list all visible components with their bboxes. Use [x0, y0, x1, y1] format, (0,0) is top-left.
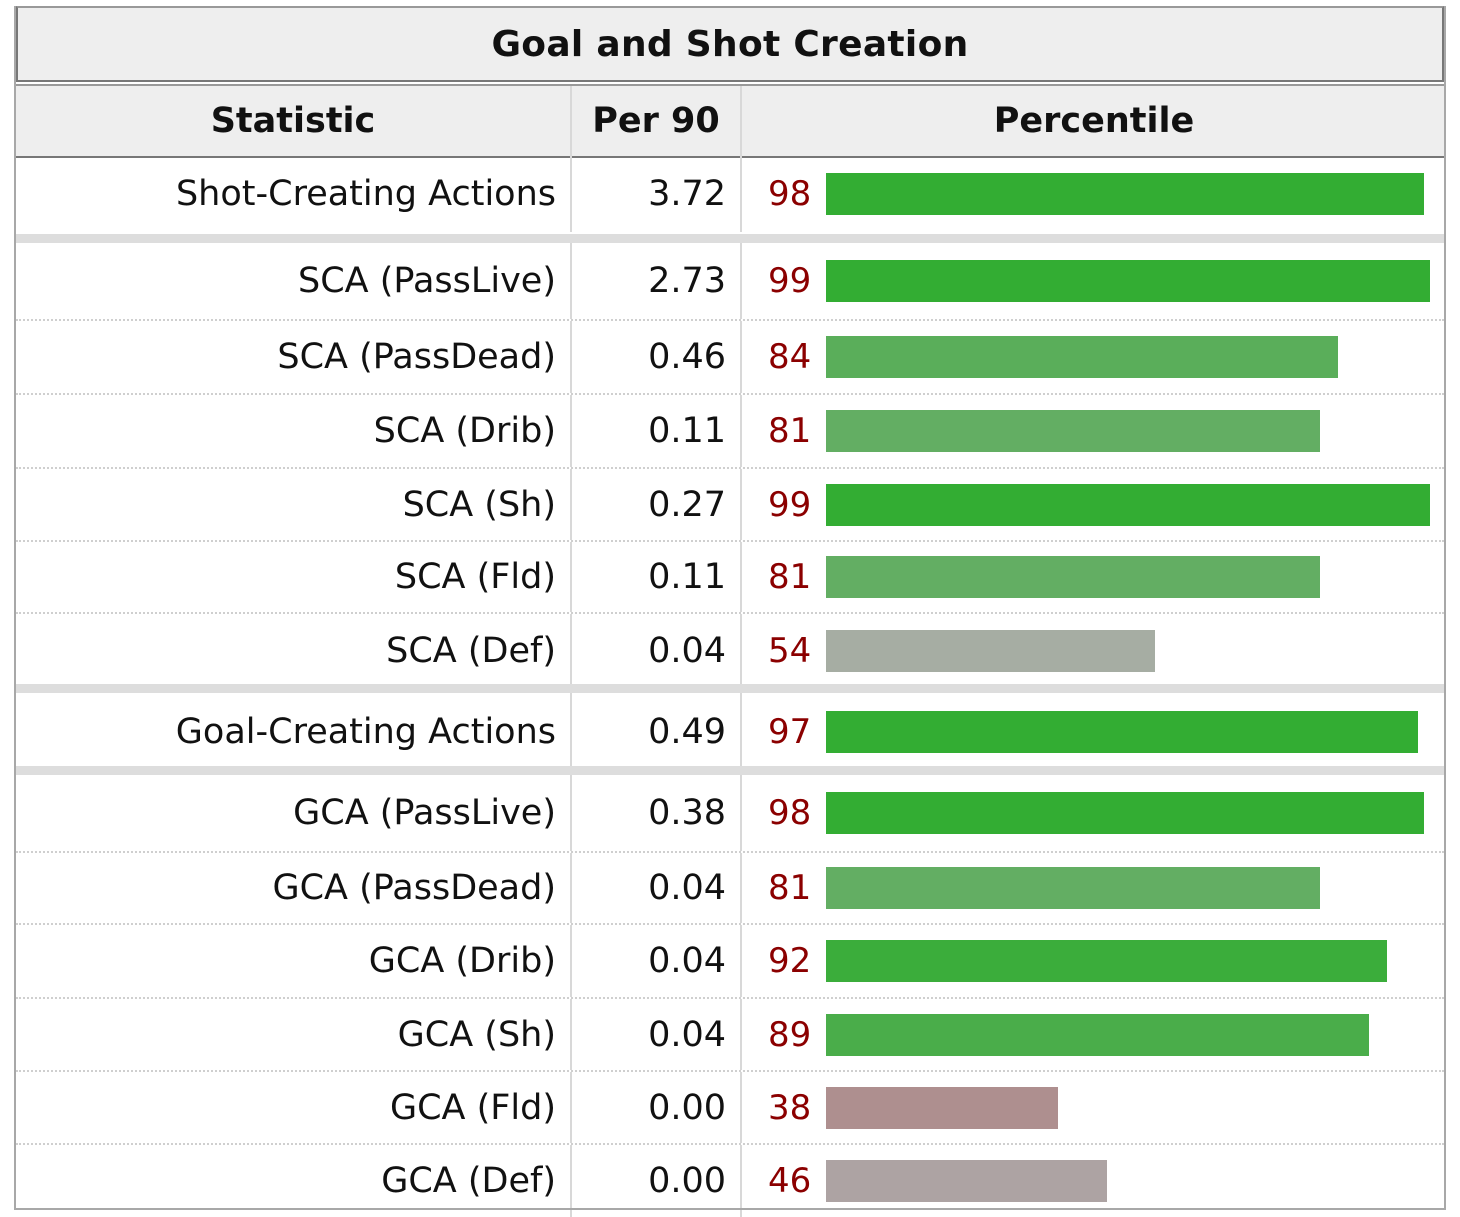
percentile-bar	[826, 711, 1418, 753]
statistic-cell[interactable]: GCA (Def)	[16, 1145, 572, 1217]
percentile-cell: 89	[742, 999, 1446, 1070]
percentile-value: 81	[768, 868, 812, 908]
percentile-cell: 54	[742, 614, 1446, 688]
statistic-cell[interactable]: GCA (PassDead)	[16, 853, 572, 923]
statistic-cell[interactable]: GCA (Fld)	[16, 1072, 572, 1143]
statistic-cell[interactable]: GCA (Drib)	[16, 925, 572, 997]
per90-cell: 0.04	[572, 999, 742, 1070]
statistic-cell[interactable]: Shot-Creating Actions	[16, 156, 572, 232]
percentile-cell: 46	[742, 1145, 1446, 1217]
table-row: SCA (Fld) 0.11 81	[16, 542, 1444, 614]
header-statistic[interactable]: Statistic	[16, 86, 572, 156]
statistic-cell[interactable]: SCA (PassLive)	[16, 243, 572, 319]
per90-cell: 0.38	[572, 775, 742, 851]
statistic-cell[interactable]: SCA (Def)	[16, 614, 572, 688]
percentile-value: 92	[768, 941, 812, 981]
percentile-value: 46	[768, 1161, 812, 1201]
group-separator	[16, 766, 1444, 775]
group-separator	[16, 684, 1444, 693]
per90-cell: 2.73	[572, 243, 742, 319]
percentile-bar	[826, 867, 1320, 909]
per90-cell: 0.04	[572, 614, 742, 688]
table-row: GCA (PassDead) 0.04 81	[16, 853, 1444, 925]
per90-cell: 0.04	[572, 853, 742, 923]
per90-cell: 3.72	[572, 156, 742, 232]
percentile-bar	[826, 410, 1320, 452]
table-caption: Goal and Shot Creation	[16, 6, 1444, 82]
percentile-bar	[826, 792, 1424, 834]
percentile-value: 84	[768, 337, 812, 377]
percentile-cell: 98	[742, 775, 1446, 851]
statistic-cell[interactable]: SCA (PassDead)	[16, 321, 572, 393]
percentile-value: 99	[768, 484, 812, 525]
percentile-bar	[826, 1086, 1058, 1129]
table-row: SCA (PassDead) 0.46 84	[16, 321, 1444, 395]
percentile-cell: 99	[742, 243, 1446, 319]
percentile-bar	[826, 1160, 1107, 1202]
header-per90[interactable]: Per 90	[572, 86, 742, 156]
percentile-cell: 97	[742, 693, 1446, 771]
percentile-bar	[826, 1013, 1369, 1056]
percentile-cell: 81	[742, 853, 1446, 923]
table-row: GCA (PassLive) 0.38 98	[16, 775, 1444, 853]
statistic-cell[interactable]: SCA (Drib)	[16, 395, 572, 467]
percentile-bar	[826, 556, 1320, 598]
percentile-cell: 38	[742, 1072, 1446, 1143]
statistic-cell[interactable]: SCA (Fld)	[16, 542, 572, 612]
percentile-value: 54	[768, 631, 812, 671]
percentile-bar	[826, 483, 1430, 526]
statistic-cell[interactable]: SCA (Sh)	[16, 469, 572, 540]
statistic-cell[interactable]: GCA (Sh)	[16, 999, 572, 1070]
percentile-bar	[826, 173, 1424, 215]
percentile-bar	[826, 940, 1387, 982]
statistic-cell[interactable]: GCA (PassLive)	[16, 775, 572, 851]
percentile-cell: 81	[742, 542, 1446, 612]
percentile-cell: 92	[742, 925, 1446, 997]
table-row: Goal-Creating Actions 0.49 97	[16, 693, 1444, 771]
table-row: GCA (Drib) 0.04 92	[16, 925, 1444, 999]
table-header-row: Statistic Per 90 Percentile	[16, 84, 1444, 158]
percentile-bar	[826, 630, 1155, 672]
table-row: Shot-Creating Actions 3.72 98	[16, 156, 1444, 232]
table-row: SCA (Sh) 0.27 99	[16, 469, 1444, 542]
per90-cell: 0.27	[572, 469, 742, 540]
per90-cell: 0.00	[572, 1145, 742, 1217]
percentile-value: 81	[768, 557, 812, 597]
percentile-value: 81	[768, 411, 812, 451]
table-row: GCA (Def) 0.00 46	[16, 1145, 1444, 1217]
percentile-value: 38	[768, 1087, 812, 1128]
per90-cell: 0.11	[572, 395, 742, 467]
percentile-cell: 98	[742, 156, 1446, 232]
header-percentile[interactable]: Percentile	[993, 101, 1195, 141]
percentile-value: 89	[768, 1014, 812, 1055]
percentile-bar	[826, 336, 1338, 378]
table-bottom-border	[16, 1208, 1444, 1210]
per90-cell: 0.46	[572, 321, 742, 393]
goal-shot-creation-table: Goal and Shot Creation Statistic Per 90 …	[14, 6, 1446, 1217]
table-row: SCA (PassLive) 2.73 99	[16, 243, 1444, 321]
per90-cell: 0.49	[572, 693, 742, 771]
percentile-cell: 81	[742, 395, 1446, 467]
group-separator	[16, 234, 1444, 243]
per90-cell: 0.11	[572, 542, 742, 612]
percentile-value: 98	[768, 174, 812, 214]
table-row: GCA (Fld) 0.00 38	[16, 1072, 1444, 1145]
percentile-bar	[826, 260, 1430, 302]
table-row: SCA (Def) 0.04 54	[16, 614, 1444, 688]
percentile-value: 97	[768, 712, 812, 752]
percentile-value: 98	[768, 793, 812, 833]
table-row: SCA (Drib) 0.11 81	[16, 395, 1444, 469]
statistic-cell[interactable]: Goal-Creating Actions	[16, 693, 572, 771]
per90-cell: 0.00	[572, 1072, 742, 1143]
table-row: GCA (Sh) 0.04 89	[16, 999, 1444, 1072]
percentile-cell: 84	[742, 321, 1446, 393]
per90-cell: 0.04	[572, 925, 742, 997]
percentile-cell: 99	[742, 469, 1446, 540]
percentile-value: 99	[768, 261, 812, 301]
